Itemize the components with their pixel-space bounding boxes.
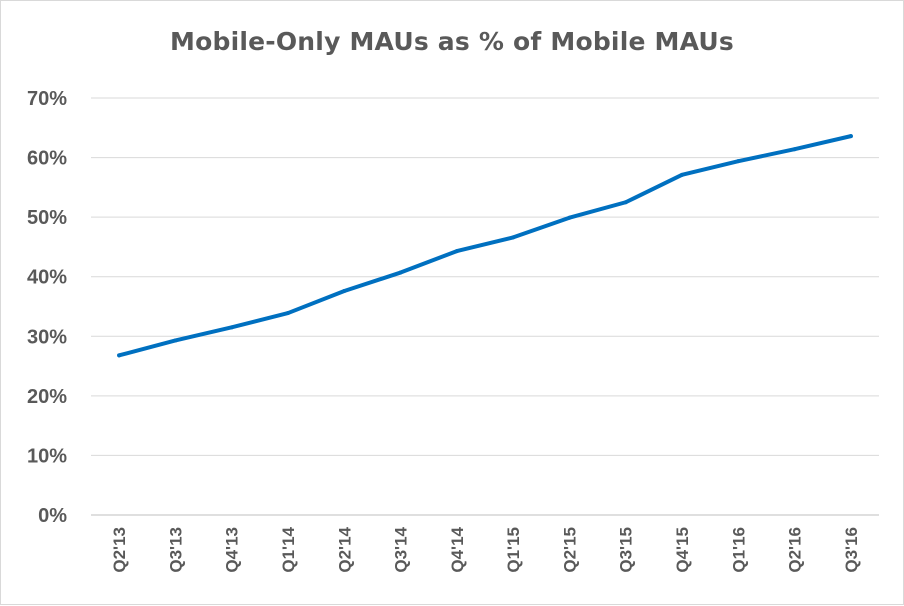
x-tick-label: Q3'16 [842,527,861,573]
x-tick-label: Q1'16 [729,527,748,573]
x-tick-label: Q2'13 [110,527,129,573]
series-line [117,134,853,358]
data-point [511,235,516,240]
data-point [342,289,347,294]
chart-title: Mobile-Only MAUs as % of Mobile MAUs [170,27,734,56]
y-tick-label: 20% [27,386,67,408]
data-point [567,215,572,220]
data-point [680,172,684,177]
data-point [848,134,853,139]
y-tick-label: 60% [27,148,67,170]
x-tick-label: Q4'15 [673,527,692,573]
data-point [173,338,178,343]
y-tick-label: 70% [27,88,67,110]
data-point [229,325,234,330]
x-tick-label: Q4'14 [448,526,467,572]
x-tick-label: Q3'14 [392,526,411,572]
data-point [117,353,122,358]
data-point [736,159,741,164]
data-point [454,249,459,254]
y-tick-label: 50% [27,207,67,229]
x-tick-label: Q3'13 [166,527,185,573]
data-point [792,147,797,152]
y-tick-label: 30% [27,326,67,348]
y-tick-label: 0% [38,505,67,527]
x-tick-label: Q1'14 [279,526,298,572]
x-tick-label: Q2'16 [786,527,805,573]
x-tick-label: Q4'13 [223,527,242,573]
y-tick-label: 10% [27,445,67,467]
x-tick-label: Q3'15 [617,527,636,573]
x-tick-label: Q2'14 [335,526,354,572]
data-point [398,270,403,275]
y-tick-label: 40% [27,267,67,289]
x-tick-label: Q2'15 [560,527,579,573]
x-tick-label: Q1'15 [504,527,523,573]
data-point [286,311,290,316]
data-point [623,200,628,205]
